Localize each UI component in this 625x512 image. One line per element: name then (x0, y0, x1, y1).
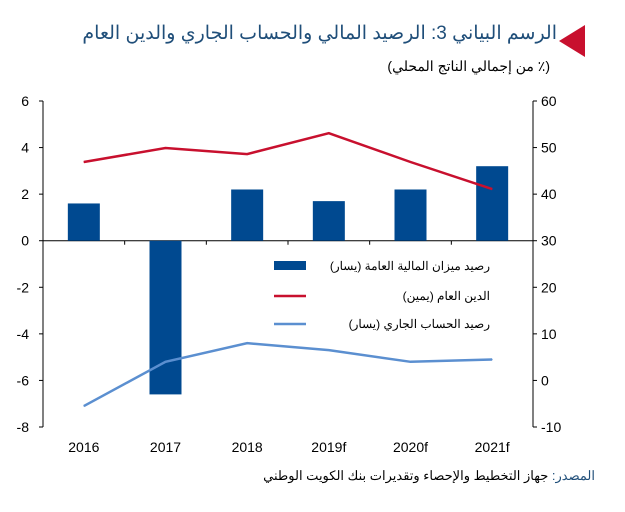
left-tick-label: 6 (21, 93, 29, 109)
public-debt-point (491, 188, 493, 190)
right-tick-label: 20 (541, 279, 557, 295)
fiscal-balance-bar (312, 201, 345, 241)
fiscal-balance-bar (231, 189, 264, 241)
chart-title: الرسم البياني 3: الرصيد المالي والحساب ا… (82, 23, 557, 44)
current-account-point (491, 358, 493, 360)
current-account-point (410, 361, 411, 363)
public-debt-point (410, 161, 411, 163)
right-tick-label: 50 (541, 140, 557, 156)
legend-label-fiscal-balance: رصيد ميزان المالية العامة (يسار) (329, 259, 490, 273)
x-tick-label: 2018 (232, 439, 263, 455)
title-marker-icon (559, 25, 585, 57)
legend-box (268, 256, 518, 340)
chart-subtitle: (٪ من إجمالي الناتج المحلي) (387, 58, 550, 74)
source-note: المصدر: جهاز التخطيط والإحصاء وتقديرات ب… (263, 468, 595, 484)
public-debt-point (246, 153, 248, 155)
x-tick-label: 2021f (475, 439, 510, 455)
public-debt-point (328, 132, 330, 134)
x-tick-label: 2017 (150, 439, 181, 455)
public-debt-line (83, 131, 493, 191)
left-tick-label: -2 (17, 279, 30, 295)
right-tick-label: 60 (541, 93, 557, 109)
public-debt-point (165, 147, 166, 149)
right-tick-label: 30 (541, 233, 557, 249)
left-tick-label: 2 (21, 186, 29, 202)
left-tick-label: -8 (17, 419, 30, 435)
source-text: جهاز التخطيط والإحصاء وتقديرات بنك الكوي… (263, 468, 549, 483)
fiscal-balance-bar (67, 203, 100, 241)
current-account-point (246, 342, 248, 344)
x-tick-label: 2019f (311, 439, 346, 455)
right-tick-label: 0 (541, 372, 549, 388)
current-account-point (83, 405, 85, 407)
current-account-line (83, 341, 493, 408)
right-tick-label: 10 (541, 326, 557, 342)
left-tick-label: 0 (21, 233, 29, 249)
legend-label-current-account: رصيد الحساب الجاري (يسار) (348, 317, 490, 331)
left-tick-label: -4 (17, 326, 30, 342)
current-account-point (328, 349, 330, 351)
right-tick-label: -10 (541, 419, 561, 435)
left-tick-label: -6 (17, 372, 30, 388)
right-tick-label: 40 (541, 186, 557, 202)
x-tick-label: 2020f (393, 439, 428, 455)
fiscal-balance-bar (476, 166, 509, 241)
x-tick-label: 2016 (68, 439, 99, 455)
current-account-point (165, 361, 166, 363)
legend-label-public-debt: الدين العام (يمين) (402, 289, 490, 303)
legend-swatch-bar (274, 261, 306, 270)
public-debt-point (83, 161, 85, 163)
source-label: المصدر: (551, 468, 595, 483)
fiscal-balance-bar (149, 240, 182, 395)
left-tick-label: 4 (21, 140, 29, 156)
fiscal-balance-bar (394, 189, 427, 241)
